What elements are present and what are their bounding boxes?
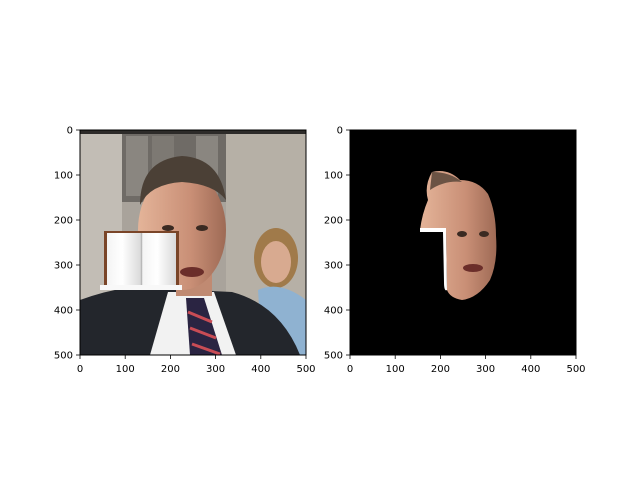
- photo: [80, 130, 306, 355]
- mask-image: [350, 130, 576, 355]
- y-tick-label: 200: [324, 216, 343, 227]
- x-tick-label: 100: [386, 364, 405, 375]
- x-tick-label: 300: [206, 364, 225, 375]
- x-tick-label: 100: [116, 364, 135, 375]
- x-tick-label: 400: [251, 364, 270, 375]
- left-image-panel: 0 100 200 300 400 500 0 100 200 300 400 500: [54, 126, 316, 376]
- y-tick-label: 300: [324, 261, 343, 272]
- right-axis-ticks: 0 100 200 300 400 500 0 100 200 300 400 500: [324, 126, 586, 376]
- x-tick-label: 500: [566, 364, 585, 375]
- y-tick-label: 500: [54, 351, 73, 362]
- y-tick-label: 100: [54, 171, 73, 182]
- x-tick-label: 200: [431, 364, 450, 375]
- left-axis-ticks: 0 100 200 300 400 500 0 100 200 300 400 500: [54, 126, 316, 376]
- right-image-panel: 0 100 200 300 400 500 0 100 200 300 400 500: [324, 126, 586, 376]
- x-tick-label: 500: [296, 364, 315, 375]
- y-tick-label: 400: [54, 306, 73, 317]
- right-axes-frame: [349, 129, 577, 356]
- x-tick-label: 300: [476, 364, 495, 375]
- book-icon: [100, 231, 182, 290]
- x-tick-label: 400: [521, 364, 540, 375]
- y-tick-label: 400: [324, 306, 343, 317]
- y-tick-label: 0: [337, 126, 343, 137]
- x-tick-label: 0: [347, 364, 353, 375]
- y-tick-label: 100: [324, 171, 343, 182]
- left-axes-frame: [79, 129, 307, 356]
- x-tick-label: 0: [77, 364, 83, 375]
- y-tick-label: 500: [324, 351, 343, 362]
- y-tick-label: 200: [54, 216, 73, 227]
- y-tick-label: 300: [54, 261, 73, 272]
- x-tick-label: 200: [161, 364, 180, 375]
- y-tick-label: 0: [67, 126, 73, 137]
